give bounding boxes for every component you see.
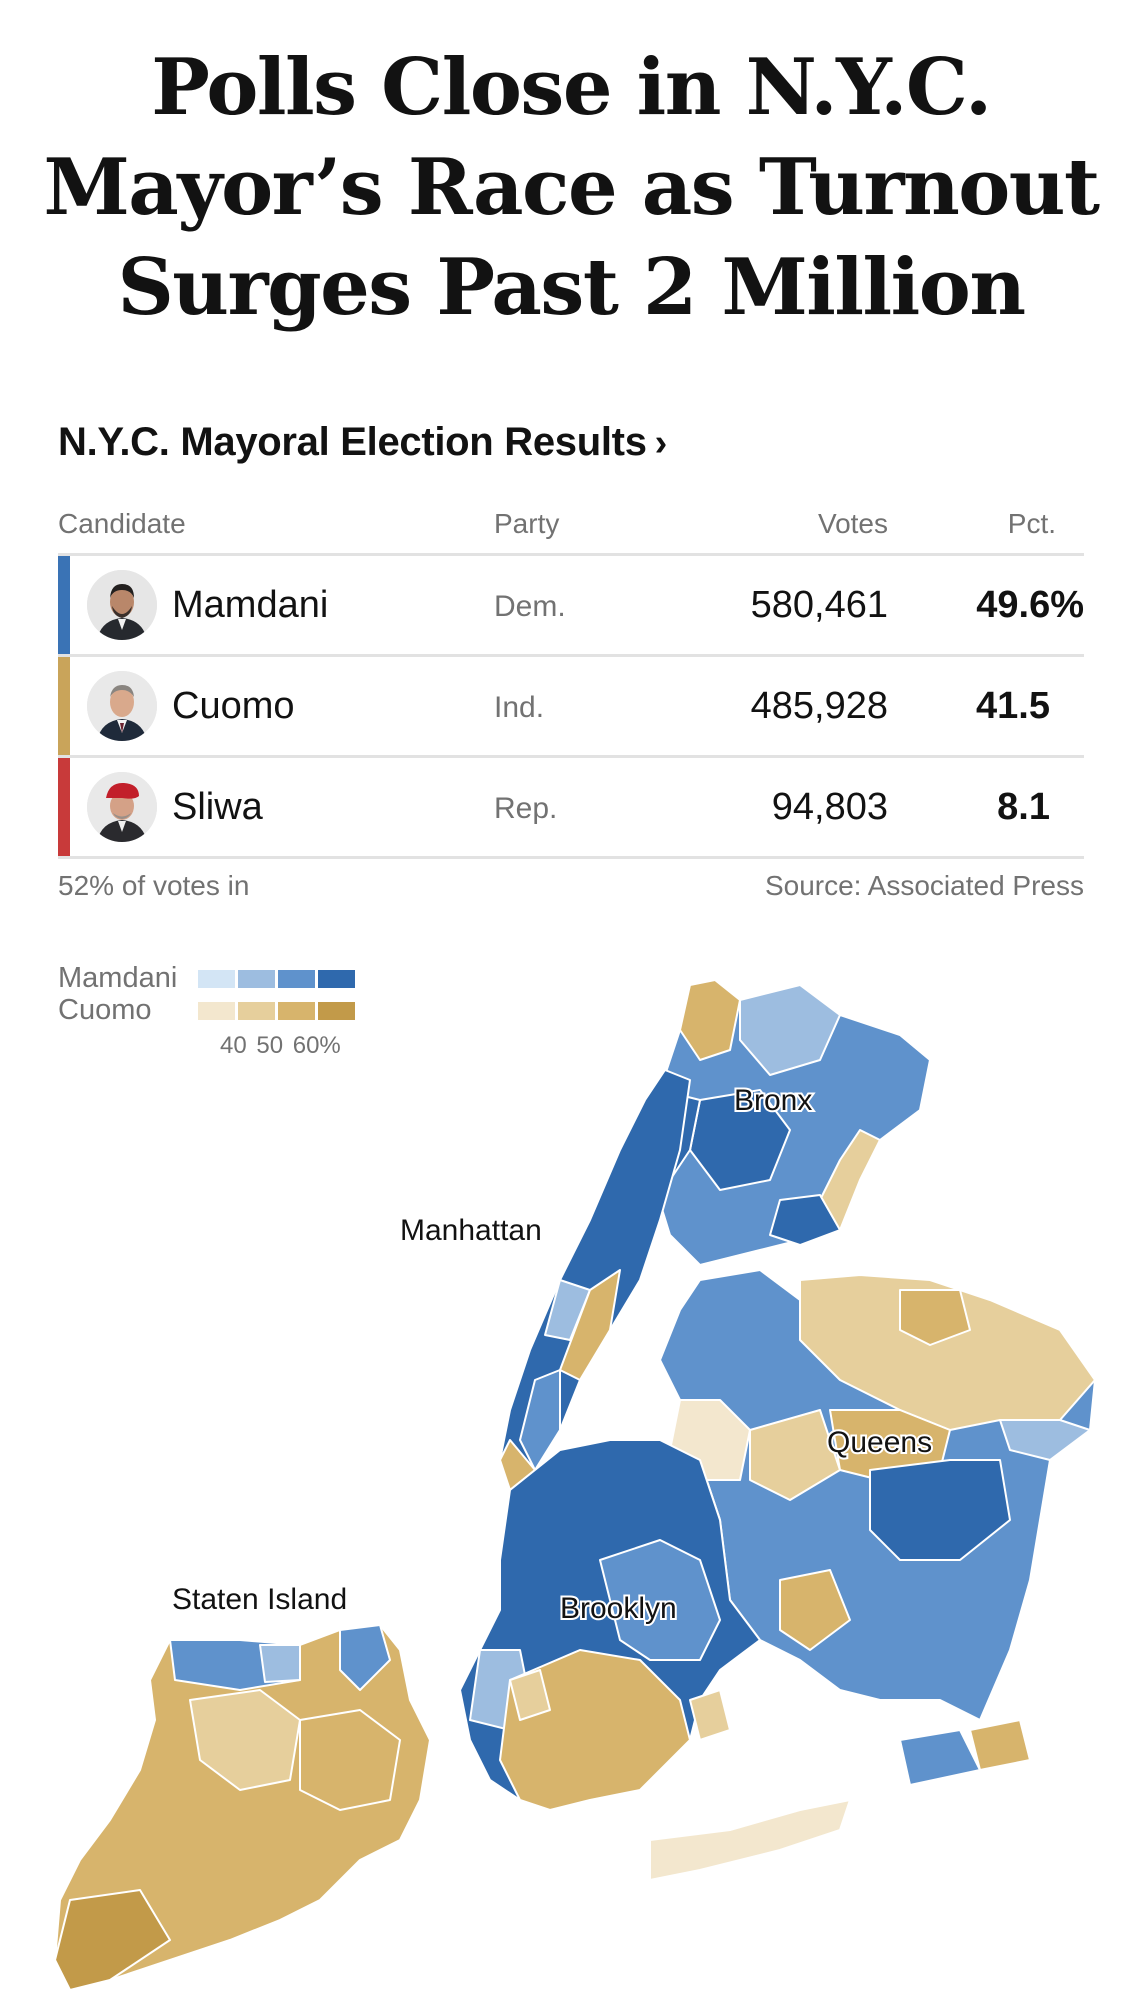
staten-island-region[interactable] [54,1624,431,1991]
legend-label-cuomo: Cuomo [58,994,152,1026]
table-row-cuomo: Cuomo Ind. 485,928 41.5 [58,657,1084,758]
results-title-text: N.Y.C. Mayoral Election Results [58,420,647,464]
bronx-region[interactable] [649,979,931,1266]
candidate-pct: 41.5 [976,685,1050,727]
legend-swatch-mamdani-1 [198,970,235,988]
column-header-party: Party [494,508,560,539]
column-header-votes: Votes [817,508,888,539]
brooklyn-region[interactable] [459,1439,851,1881]
table-header-divider [58,553,1084,556]
table-row-sliwa: Sliwa Rep. 94,803 8.1 [58,758,1084,859]
legend-swatch-mamdani-3 [278,970,315,988]
source-credit: Source: Associated Press [764,870,1084,901]
manhattan-region[interactable] [499,1069,691,1491]
party-color-bar [58,556,70,654]
candidate-pct: 49.6% [976,584,1084,626]
candidate-avatar-icon [87,772,157,842]
candidate-pct: 8.1 [997,786,1050,828]
map-label-queens: Queens [827,1426,932,1459]
candidate-name: Mamdani [172,584,329,626]
candidate-votes: 580,461 [750,584,888,626]
candidate-party: Ind. [494,691,545,724]
party-color-bar [58,758,70,856]
nyc-results-map[interactable]: Bronx Manhattan Queens Brooklyn Staten I… [0,940,1142,2000]
candidate-party: Dem. [494,590,566,623]
map-label-staten-island: Staten Island [172,1583,347,1616]
candidate-party: Rep. [494,792,558,825]
map-label-bronx: Bronx [734,1084,812,1117]
headline: Polls Close in N.Y.C. Mayor’s Race as Tu… [43,42,1100,333]
candidate-votes: 485,928 [750,685,888,727]
candidate-votes: 94,803 [771,786,888,828]
legend-swatch-cuomo-1 [198,1002,235,1020]
party-color-bar [58,657,70,755]
results-table-title-link[interactable]: N.Y.C. Mayoral Election Results › [58,420,667,465]
column-header-pct: Pct. [1007,508,1056,539]
reporting-status: 52% of votes in [58,870,250,901]
legend-label-mamdani: Mamdani [58,962,178,994]
chevron-right-icon: › [654,422,668,464]
candidate-name: Sliwa [172,786,263,828]
queens-region[interactable] [659,1269,1096,1786]
legend-swatch-mamdani-2 [238,970,275,988]
map-label-brooklyn: Brooklyn [560,1592,677,1625]
legend-swatch-cuomo-3 [278,1002,315,1020]
legend-swatch-cuomo-4 [318,1002,355,1020]
candidate-name: Cuomo [172,685,295,727]
candidate-avatar-icon [87,671,157,741]
legend-swatch-cuomo-2 [238,1002,275,1020]
legend-swatch-mamdani-4 [318,970,355,988]
legend-scale-ticks: 40 50 60% [220,1032,341,1059]
map-label-manhattan: Manhattan [400,1214,542,1247]
column-header-candidate: Candidate [58,508,186,539]
map-region-labels: Bronx Manhattan Queens Brooklyn Staten I… [170,1082,934,1627]
candidate-avatar-icon [87,570,157,640]
table-row-mamdani: Mamdani Dem. 580,461 49.6% [58,556,1084,657]
